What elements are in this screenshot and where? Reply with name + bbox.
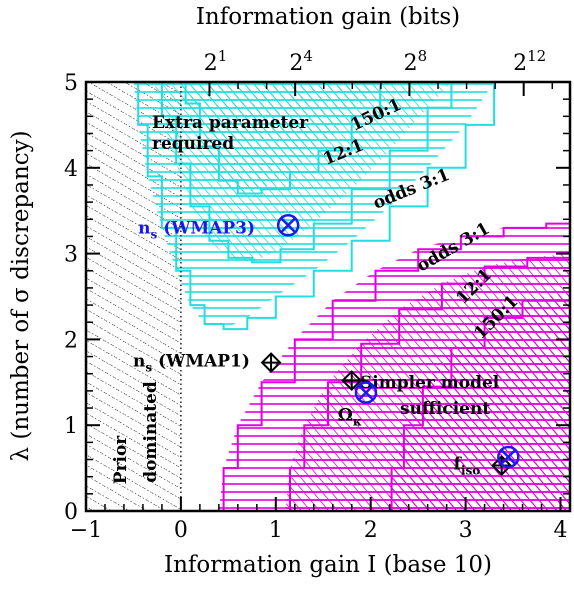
point-label: Ωκ: [338, 406, 362, 429]
extra-parameter-region-overlay-2: [180, 82, 381, 194]
point-label: ns (WMAP1): [133, 352, 250, 375]
simpler-model-label-2: sufficient: [400, 399, 490, 419]
x-tick-label: 2: [364, 518, 378, 543]
y-axis-title: λ (number of σ discrepancy): [8, 130, 34, 461]
circled-x-stroke: [500, 449, 517, 465]
y-tick-label: 3: [64, 243, 78, 268]
x-tick-label: 3: [459, 518, 473, 543]
y-tick-label: 5: [64, 71, 78, 96]
x-tick-label: 4: [554, 518, 568, 543]
simpler-model-contour-0: [218, 222, 570, 511]
prior-dominated-label-2: dominated: [141, 381, 161, 483]
simpler-model-contour-2: [387, 292, 570, 511]
top-tick-label: 21: [204, 47, 228, 76]
top-tick-label: 24: [289, 47, 313, 76]
circled-x-stroke: [280, 217, 297, 234]
point-label: fiso: [454, 455, 481, 478]
y-tick-label: 4: [64, 157, 78, 182]
y-tick-label: 2: [64, 328, 78, 353]
prior-dominated-label-1: Prior: [111, 435, 131, 485]
circled-x-marker: [354, 381, 378, 404]
top-axis-title: Information gain (bits): [196, 4, 460, 30]
extra-parameter-label-1: Extra parameter: [152, 113, 309, 133]
top-tick-label: 28: [404, 47, 428, 76]
extra-parameter-contour-0: [133, 82, 496, 331]
top-tick-label: 212: [513, 47, 546, 76]
x-tick-label: −1: [70, 518, 102, 543]
extra-parameter-contour-2: [180, 82, 382, 195]
x-tick-label: 1: [269, 518, 283, 543]
x-axis-title: Information gain I (base 10): [164, 552, 492, 578]
simpler-model-label-1: Simpler model: [360, 373, 500, 393]
simpler-model-contour-1: [285, 253, 570, 511]
point-label: ns (WMAP3): [138, 218, 255, 241]
extra-parameter-label-2: required: [152, 134, 234, 154]
extra-parameter-contour-1: [154, 82, 453, 264]
simpler-model-region-overlay-2: [387, 292, 570, 511]
plot-frame: [84, 80, 572, 513]
y-tick-label: 0: [64, 500, 78, 525]
x-tick-label: 0: [174, 518, 188, 543]
y-tick-label: 1: [64, 414, 78, 439]
circled-x-marker: [276, 214, 300, 237]
circled-x-stroke: [358, 384, 374, 401]
circled-x-marker: [497, 445, 520, 469]
